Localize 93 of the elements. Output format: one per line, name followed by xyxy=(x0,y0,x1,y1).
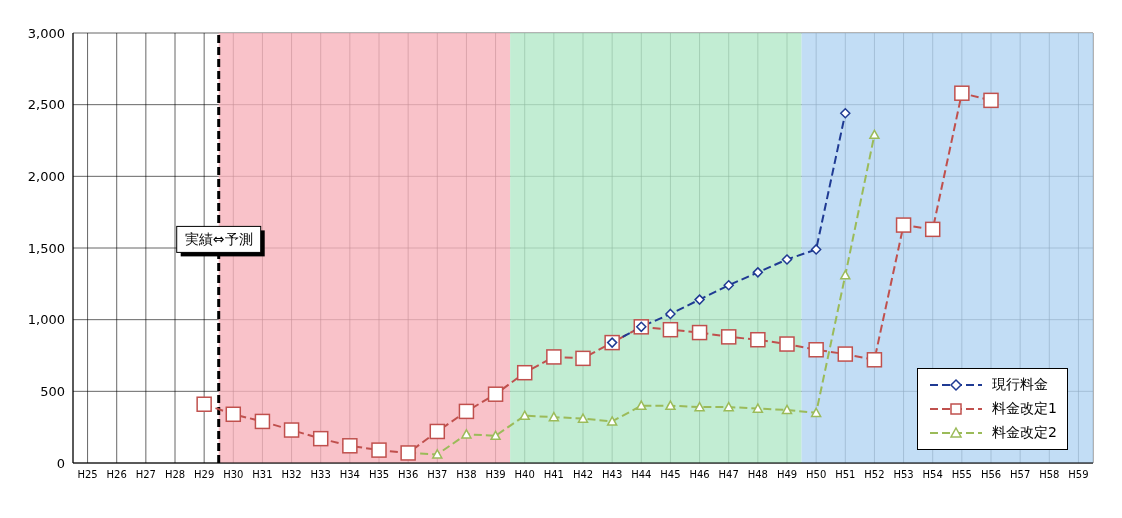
point xyxy=(808,342,824,358)
x-tick-label: H30 xyxy=(223,469,244,481)
x-tick-label: H32 xyxy=(281,469,302,481)
x-tick-label: H31 xyxy=(252,469,273,481)
y-tick-label: 500 xyxy=(40,383,65,399)
x-tick-label: H53 xyxy=(893,469,914,481)
y-tick-label: 3,000 xyxy=(27,25,65,41)
point xyxy=(837,346,854,362)
x-tick-label: H49 xyxy=(776,469,798,481)
x-tick-label: H58 xyxy=(1039,469,1060,481)
point xyxy=(342,438,358,454)
x-tick-label: H33 xyxy=(310,469,331,481)
point xyxy=(546,349,562,365)
point xyxy=(662,321,679,338)
point xyxy=(312,430,329,447)
point xyxy=(723,401,734,412)
point xyxy=(723,280,734,291)
x-tick-label: H38 xyxy=(456,469,477,481)
x-tick-label: H56 xyxy=(980,469,1002,481)
point xyxy=(810,244,822,255)
y-tick-label: 2,000 xyxy=(27,168,65,184)
x-tick-label: H42 xyxy=(572,469,594,481)
x-tick-label: H46 xyxy=(689,469,710,481)
x-tick-label: H39 xyxy=(485,469,506,481)
x-tick-label: H29 xyxy=(194,469,215,481)
x-tick-label: H55 xyxy=(951,469,972,481)
point xyxy=(752,403,764,413)
point xyxy=(432,449,443,459)
x-tick-label: H37 xyxy=(427,469,448,481)
x-tick-label: H54 xyxy=(922,469,943,481)
point xyxy=(895,217,912,233)
point xyxy=(548,411,560,422)
point xyxy=(840,108,851,119)
point xyxy=(371,442,387,458)
point xyxy=(869,129,880,140)
point xyxy=(665,400,676,411)
point xyxy=(781,254,793,265)
point xyxy=(750,331,766,348)
point xyxy=(254,413,271,430)
x-tick-label: H26 xyxy=(106,469,127,481)
point xyxy=(779,336,795,352)
x-tick-label: H34 xyxy=(339,469,360,481)
y-tick-label: 1,000 xyxy=(27,312,65,328)
point xyxy=(487,386,504,402)
point xyxy=(225,406,242,423)
x-tick-label: H25 xyxy=(77,469,98,481)
x-tick-label: H52 xyxy=(864,469,885,481)
ref-line-label: 実績⇔予測 xyxy=(184,231,253,248)
point xyxy=(665,308,676,320)
legend-label: 現行料金 xyxy=(992,376,1049,394)
point xyxy=(752,267,764,278)
point xyxy=(810,407,822,418)
point xyxy=(636,400,647,411)
point xyxy=(577,413,589,423)
point xyxy=(283,422,300,438)
point xyxy=(720,329,737,345)
x-tick-label: H59 xyxy=(1068,469,1089,481)
x-tick-label: H28 xyxy=(164,469,186,481)
x-tick-label: H27 xyxy=(135,469,156,481)
y-tick-label: 2,500 xyxy=(27,97,65,113)
point xyxy=(983,92,999,109)
x-tick-label: H44 xyxy=(631,469,652,481)
point xyxy=(691,324,708,341)
point xyxy=(606,416,618,426)
point xyxy=(490,430,501,441)
point xyxy=(924,221,941,238)
y-tick-label: 0 xyxy=(56,455,65,471)
x-tick-label: H43 xyxy=(602,469,623,481)
point xyxy=(575,350,591,367)
point xyxy=(694,401,705,412)
x-tick-label: H41 xyxy=(543,469,564,481)
x-tick-label: H45 xyxy=(660,469,681,481)
x-tick-label: H47 xyxy=(718,469,739,481)
x-tick-label: H57 xyxy=(1010,469,1031,481)
legend-label: 料金改定2 xyxy=(992,424,1057,442)
point xyxy=(694,294,705,305)
x-tick-label: H40 xyxy=(514,469,535,481)
legend-label: 料金改定1 xyxy=(992,400,1057,418)
point xyxy=(781,404,793,415)
x-tick-label: H36 xyxy=(398,469,419,481)
y-tick-label: 1,500 xyxy=(27,240,65,256)
point xyxy=(516,364,533,381)
point xyxy=(954,85,970,101)
point xyxy=(840,269,851,280)
x-tick-label: H48 xyxy=(747,469,768,481)
x-tick-label: H51 xyxy=(835,469,856,481)
point xyxy=(866,352,883,368)
x-tick-label: H50 xyxy=(806,469,827,481)
point xyxy=(429,423,446,440)
point xyxy=(519,410,530,421)
point xyxy=(458,403,475,420)
point xyxy=(461,429,472,439)
x-tick-label: H35 xyxy=(368,469,390,481)
